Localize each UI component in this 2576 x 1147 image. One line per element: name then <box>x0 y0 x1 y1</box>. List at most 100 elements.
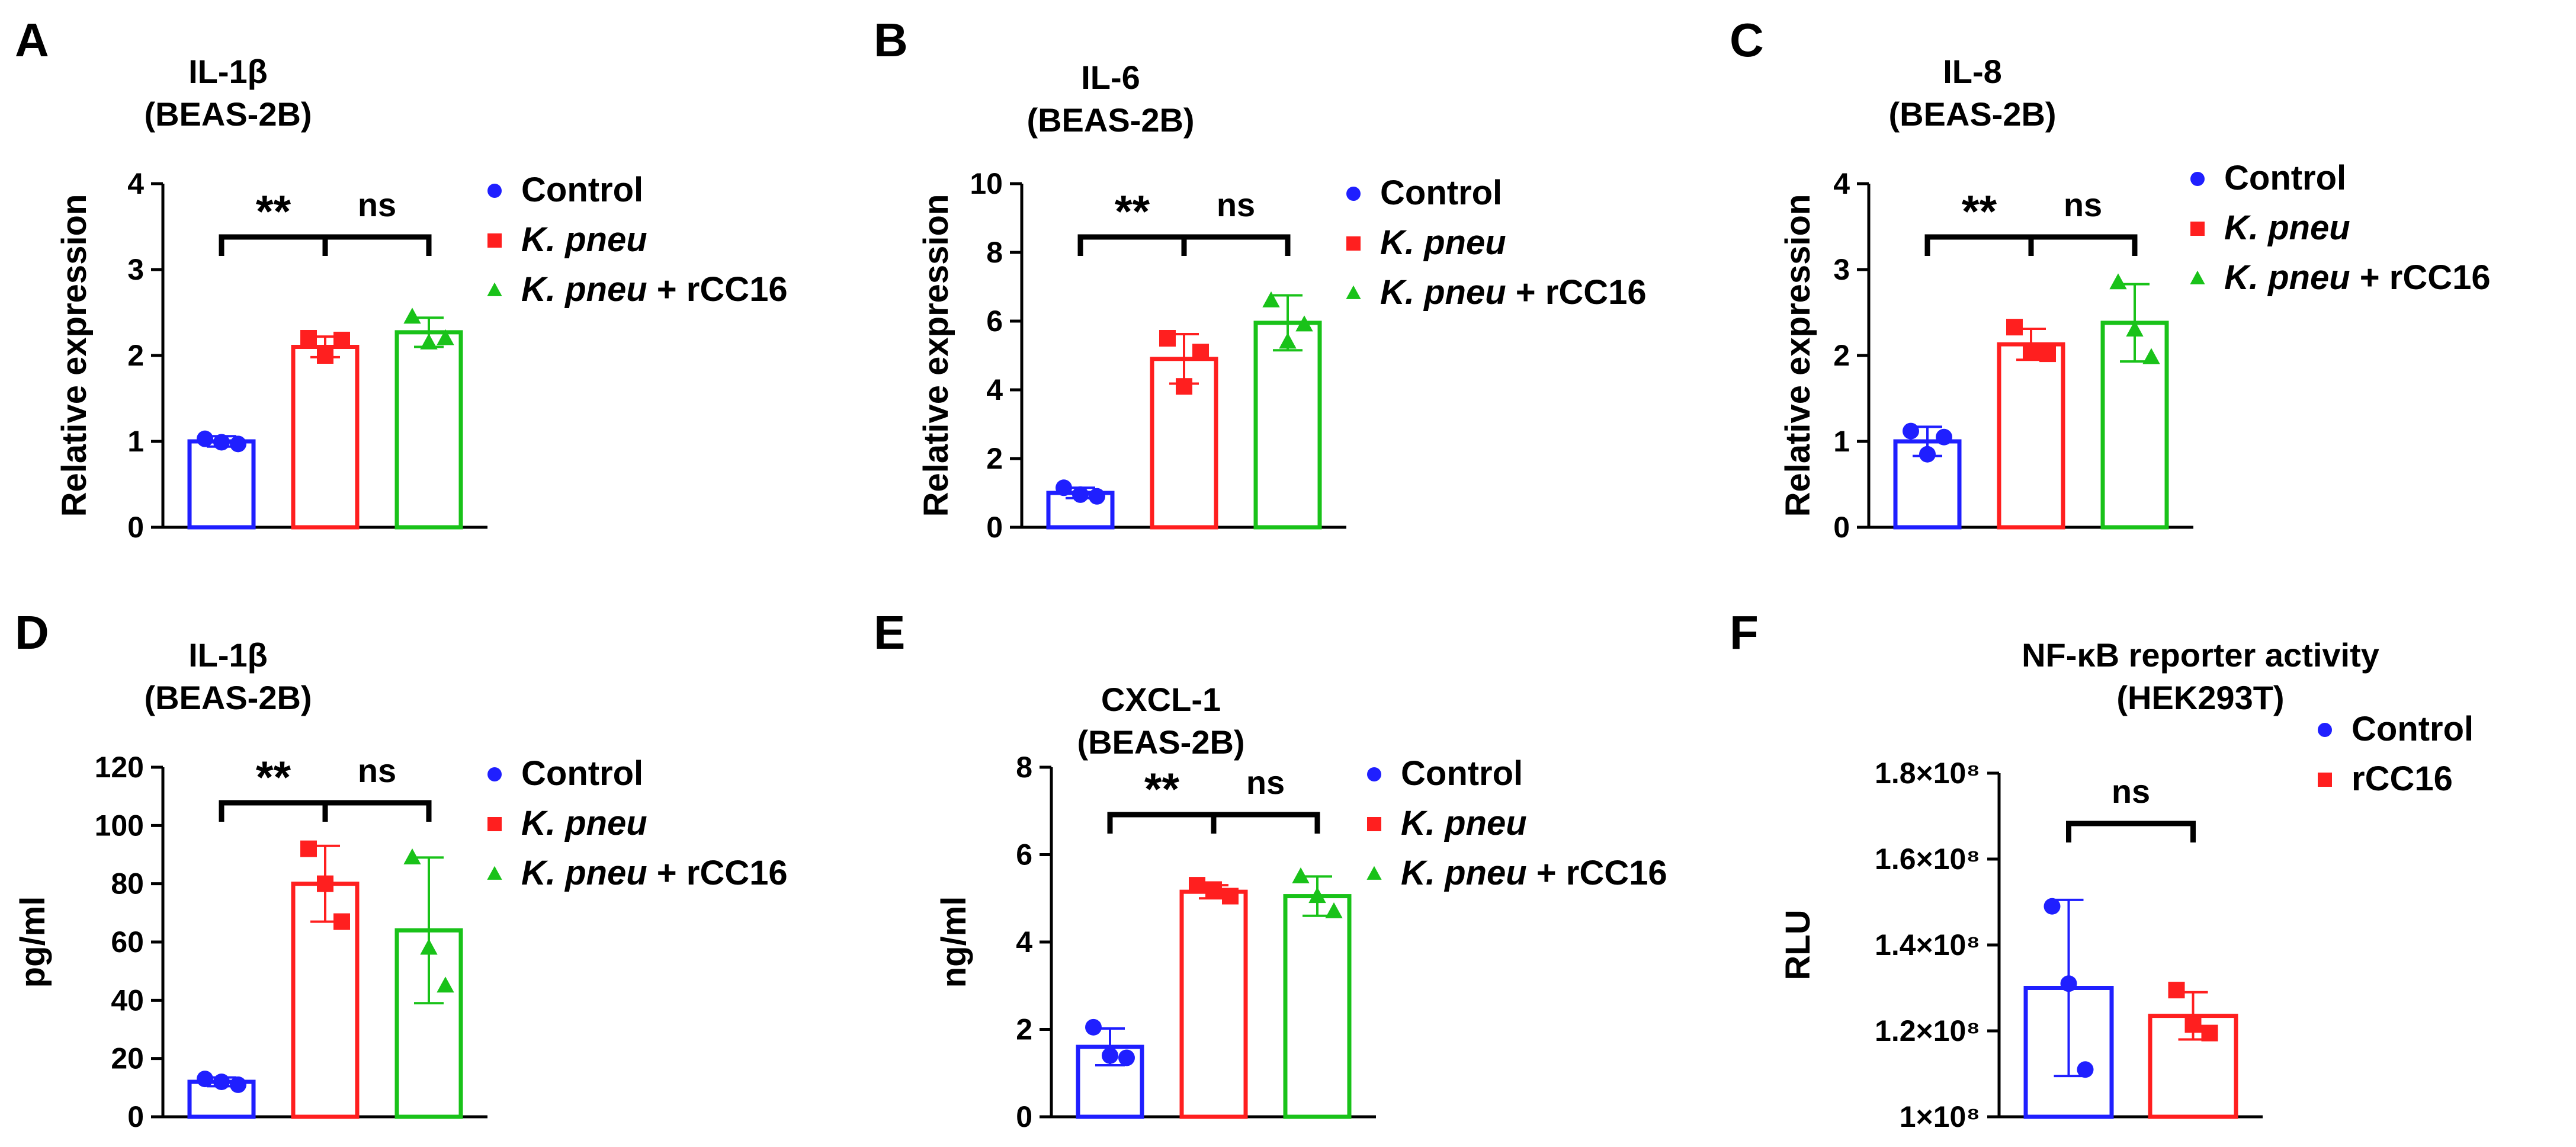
legend-marker <box>487 866 502 880</box>
data-point <box>1102 1047 1118 1064</box>
legend-marker <box>487 767 502 781</box>
bar <box>187 439 256 530</box>
data-point <box>1325 902 1343 918</box>
y-tick-label: 0 <box>127 511 144 544</box>
y-axis-label: Relative expression <box>917 194 955 517</box>
chart-title: IL-1β <box>188 636 268 674</box>
legend-entry: K. pneu + rCC16 <box>521 270 788 309</box>
data-point <box>317 875 333 892</box>
y-tick-label: 0 <box>1016 1100 1032 1133</box>
legend-entry: K. pneu <box>1401 804 1527 842</box>
legend-italic: K. pneu <box>521 854 647 892</box>
y-axis-label: pg/ml <box>14 896 52 988</box>
y-tick-label: 2 <box>127 339 144 372</box>
data-point <box>420 938 438 955</box>
significance-bracket <box>2028 234 2138 256</box>
data-point <box>1936 428 1952 446</box>
y-tick-label: 80 <box>111 867 144 901</box>
legend-italic: K. pneu <box>521 220 647 259</box>
legend-entry: K. pneu <box>2224 209 2350 247</box>
data-point <box>1262 291 1280 307</box>
legend-text: Control <box>2352 710 2474 748</box>
legend-marker <box>487 282 502 296</box>
legend-italic: K. pneu <box>2224 209 2350 247</box>
significance-bracket <box>322 800 432 822</box>
chart-subtitle: (HEK293T) <box>2116 679 2284 716</box>
significance-label: ns <box>358 186 396 223</box>
legend-italic: K. pneu <box>521 804 647 842</box>
data-point <box>197 1071 213 1088</box>
legend-entry: K. pneu + rCC16 <box>1380 273 1647 312</box>
bar <box>1253 321 1322 530</box>
legend-italic: K. pneu <box>1401 804 1527 842</box>
legend-marker <box>1346 285 1361 299</box>
y-tick-label: 1.6×10⁸ <box>1875 842 1980 876</box>
y-tick-label: 1.8×10⁸ <box>1875 757 1980 790</box>
legend-text: Control <box>2224 159 2346 197</box>
y-tick-label: 6 <box>986 305 1003 338</box>
chart-subtitle: (BEAS-2B) <box>1026 101 1194 139</box>
legend-marker <box>487 233 502 248</box>
panel-C: C IL-8 (BEAS-2B) Relative expression 0 1 2 3 4 **… <box>1730 14 2491 544</box>
legend-marker <box>1346 236 1361 251</box>
data-point <box>2060 975 2077 992</box>
legend-italic: K. pneu <box>1380 273 1506 312</box>
data-point <box>1072 486 1089 503</box>
y-tick-label: 2 <box>1833 339 1850 372</box>
legend-marker <box>2318 723 2332 737</box>
data-point <box>333 913 350 930</box>
panel-letter: C <box>1730 14 1764 66</box>
legend-suffix: + rCC16 <box>1506 273 1647 312</box>
data-point <box>333 331 350 348</box>
y-tick-label: 1×10⁸ <box>1900 1100 1980 1133</box>
panel-letter: E <box>874 606 905 659</box>
legend-text: Control <box>521 171 643 209</box>
chart-subtitle: (BEAS-2B) <box>144 679 312 716</box>
bar <box>394 330 463 530</box>
legend-entry: K. pneu + rCC16 <box>521 854 788 892</box>
y-axis-label: ng/ml <box>935 896 973 988</box>
panel-E: E CXCL-1 (BEAS-2B) ng/ml 0 2 4 6 8 ** ns Control K. … <box>874 606 1667 1133</box>
data-point <box>2006 319 2023 336</box>
significance-bracket <box>1107 812 1217 834</box>
significance-bracket <box>1077 234 1187 256</box>
legend-suffix: + rCC16 <box>647 854 788 892</box>
data-point <box>2077 1061 2094 1078</box>
significance-label: ns <box>2112 773 2150 810</box>
y-tick-label: 2 <box>986 442 1003 475</box>
legend-marker <box>2190 270 2205 284</box>
data-point <box>403 307 421 324</box>
y-tick-label: 6 <box>1016 838 1032 872</box>
significance-label: ** <box>1115 187 1150 237</box>
y-tick-label: 60 <box>111 925 144 959</box>
y-tick-label: 1.2×10⁸ <box>1875 1014 1980 1047</box>
chart-subtitle: (BEAS-2B) <box>1888 95 2056 133</box>
significance-label: ** <box>256 187 291 237</box>
data-point <box>2142 348 2160 364</box>
data-point <box>420 333 438 350</box>
legend-entry: Control <box>1401 754 1523 793</box>
chart-title: IL-1β <box>188 53 268 90</box>
legend-marker <box>2190 172 2205 186</box>
panel-letter: D <box>15 606 49 659</box>
chart-title: NF-κB reporter activity <box>2022 636 2379 674</box>
legend-suffix: + rCC16 <box>1527 854 1667 892</box>
significance-bracket <box>219 800 328 822</box>
data-point <box>230 1076 246 1093</box>
y-tick-label: 10 <box>970 167 1003 200</box>
data-point <box>2044 898 2061 915</box>
legend-italic: K. pneu <box>1401 854 1527 892</box>
chart-title: IL-8 <box>1943 53 2002 90</box>
data-point <box>230 435 246 453</box>
significance-bracket <box>1924 234 2034 256</box>
data-point <box>1222 888 1239 905</box>
legend-italic: K. pneu <box>2224 258 2350 297</box>
data-point <box>1118 1049 1135 1066</box>
panel-letter: F <box>1730 606 1759 659</box>
significance-label: ns <box>1217 186 1255 223</box>
legend-marker <box>487 184 502 198</box>
panel-D: D IL-1β (BEAS-2B) pg/ml 0 20 40 60 80 100 120 ** ns C… <box>14 606 788 1133</box>
data-point <box>437 976 454 993</box>
data-point <box>317 347 333 364</box>
legend-marker <box>1367 767 1381 781</box>
